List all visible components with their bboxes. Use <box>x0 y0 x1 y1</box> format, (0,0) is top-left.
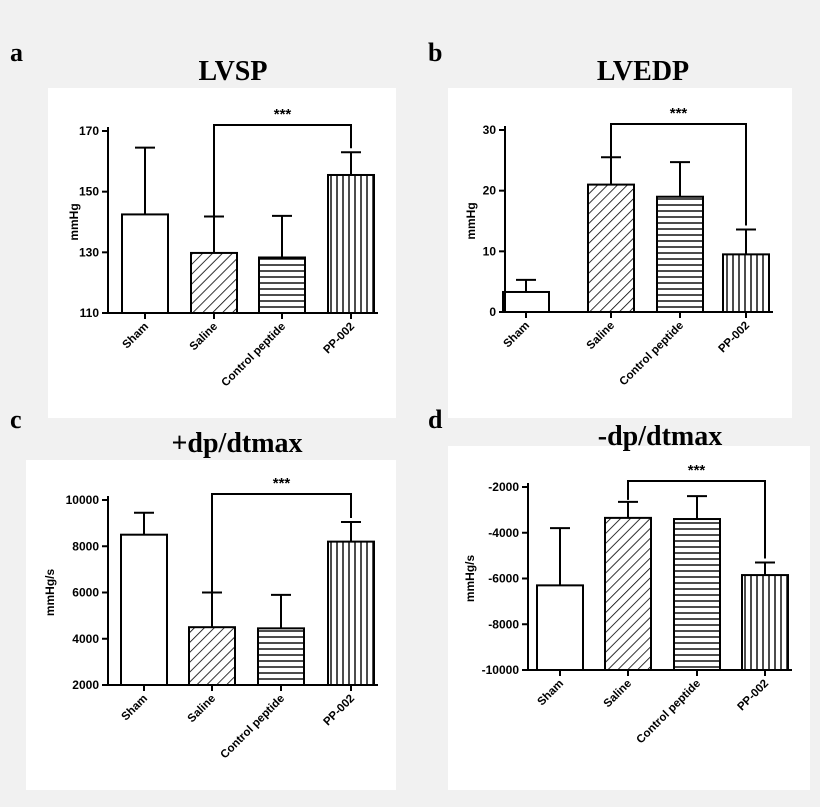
panel-c-bar-0 <box>120 533 168 686</box>
panel-c-bar-3 <box>327 540 375 686</box>
panel-b-y-tick-label-3: 30 <box>483 123 497 137</box>
panel-b-bar-2 <box>656 195 704 314</box>
panel-a-bar-1 <box>190 251 238 315</box>
panel-a-title: LVSP <box>198 56 268 87</box>
panel-d-significance-label: *** <box>688 462 706 479</box>
panel-c-y-tick-label-4: 10000 <box>66 493 100 507</box>
panel-d-title: -dp/dtmax <box>597 421 723 452</box>
panel-b-x-tick-label-3: PP-002 <box>717 320 753 356</box>
panel-b-bar-3 <box>722 253 770 314</box>
panel-b-significance-label: *** <box>670 105 688 122</box>
panel-a-significance-bracket <box>213 124 352 250</box>
panel-b-y-tick-label-1: 10 <box>483 244 497 258</box>
panel-b-significance-bracket <box>610 123 747 226</box>
panel-d-y-tick-label-4: -10000 <box>482 663 520 677</box>
panel-b-bar-1 <box>587 183 635 314</box>
panel-a-bar-2 <box>258 256 306 314</box>
panel-a-y-axis-label: mmHg <box>67 203 81 240</box>
panel-c-title: +dp/dtmax <box>171 428 303 459</box>
panel-b-chart: 0 10 20 30 mmHg Sham Saline Control peptide PP-0… <box>464 105 773 388</box>
panel-d-bar-3 <box>741 574 789 671</box>
panel-b-x-tick-label-2: Control peptide <box>618 320 687 389</box>
panel-d-y-tick-label-0: -2000 <box>488 480 519 494</box>
panel-c-x-tick-label-1: Saline <box>186 693 218 725</box>
panel-d-y-tick-label-2: -6000 <box>488 572 519 586</box>
panel-b-y-tick-label-0: 0 <box>489 305 496 319</box>
panel-c-significance-label: *** <box>273 475 291 492</box>
panel-d-x-tick-label-1: Saline <box>602 678 634 710</box>
panel-a-bar-0 <box>121 213 169 315</box>
panel-c-significance-bracket <box>211 493 352 625</box>
panel-b-y-axis-label: mmHg <box>464 202 478 239</box>
panel-c-x-tick-label-3: PP-002 <box>322 693 358 729</box>
panel-b-title: LVEDP <box>596 56 690 87</box>
panel-c-bar-1 <box>188 626 236 686</box>
panel-d-letter: d <box>428 405 443 434</box>
panel-d-y-axis-label: mmHg/s <box>463 555 477 603</box>
panel-b-x-tick-label-1: Saline <box>585 320 617 352</box>
panel-a-bar-3 <box>327 173 375 314</box>
panel-b-letter: b <box>428 38 443 67</box>
panel-d-x-tick-label-2: Control peptide <box>635 678 704 747</box>
panel-a-x-tick-label-3: PP-002 <box>322 321 358 357</box>
panel-a-y-tick-label-3: 170 <box>79 124 99 138</box>
panel-c-letter: c <box>10 405 22 434</box>
panel-a-y-tick-label-1: 130 <box>79 245 99 259</box>
panel-a-letter: a <box>10 38 23 67</box>
panel-c-bar-2 <box>257 627 305 686</box>
panel-c-y-axis-label: mmHg/s <box>43 569 57 617</box>
panel-d-y-tick-label-1: -4000 <box>488 526 519 540</box>
panel-a-x-tick-label-0: Sham <box>120 321 151 352</box>
panel-c-x-tick-label-0: Sham <box>119 693 150 724</box>
panel-d-chart: -2000 -4000 -6000 -8000 -10000 mmHg/s Sham Sali… <box>463 462 792 746</box>
panel-d-x-tick-label-3: PP-002 <box>736 678 772 714</box>
panel-a-chart: 110 130 150 170 mmHg Sham Saline Control peptid… <box>67 106 378 389</box>
panel-d-bar-2 <box>673 518 721 672</box>
panel-a-significance-label: *** <box>274 106 292 123</box>
panel-d-x-tick-label-0: Sham <box>535 678 566 709</box>
panel-d-significance-bracket <box>627 480 766 559</box>
panel-c-y-tick-label-2: 6000 <box>72 586 99 600</box>
panel-b-x-tick-label-0: Sham <box>501 320 532 351</box>
panel-c-x-tick-label-2: Control peptide <box>219 693 288 762</box>
panel-d-y-tick-label-3: -8000 <box>488 617 519 631</box>
panel-b-y-tick-label-2: 20 <box>483 184 497 198</box>
panel-d-bar-1 <box>604 516 652 671</box>
panel-b-bar-0 <box>502 290 550 314</box>
panel-d-bar-0 <box>536 584 584 671</box>
panel-a-y-tick-label-2: 150 <box>79 185 99 199</box>
panel-c-y-tick-label-1: 4000 <box>72 632 99 646</box>
panel-a-x-tick-label-1: Saline <box>188 321 220 353</box>
panel-c-y-tick-label-3: 8000 <box>72 539 99 553</box>
panel-c-chart: 2000 4000 6000 8000 10000 mmHg/s Sham Saline Con… <box>43 475 378 761</box>
panel-a-y-tick-label-0: 110 <box>80 306 100 320</box>
panel-a-x-tick-label-2: Control peptide <box>220 321 289 390</box>
panel-c-y-tick-label-0: 2000 <box>72 678 99 692</box>
